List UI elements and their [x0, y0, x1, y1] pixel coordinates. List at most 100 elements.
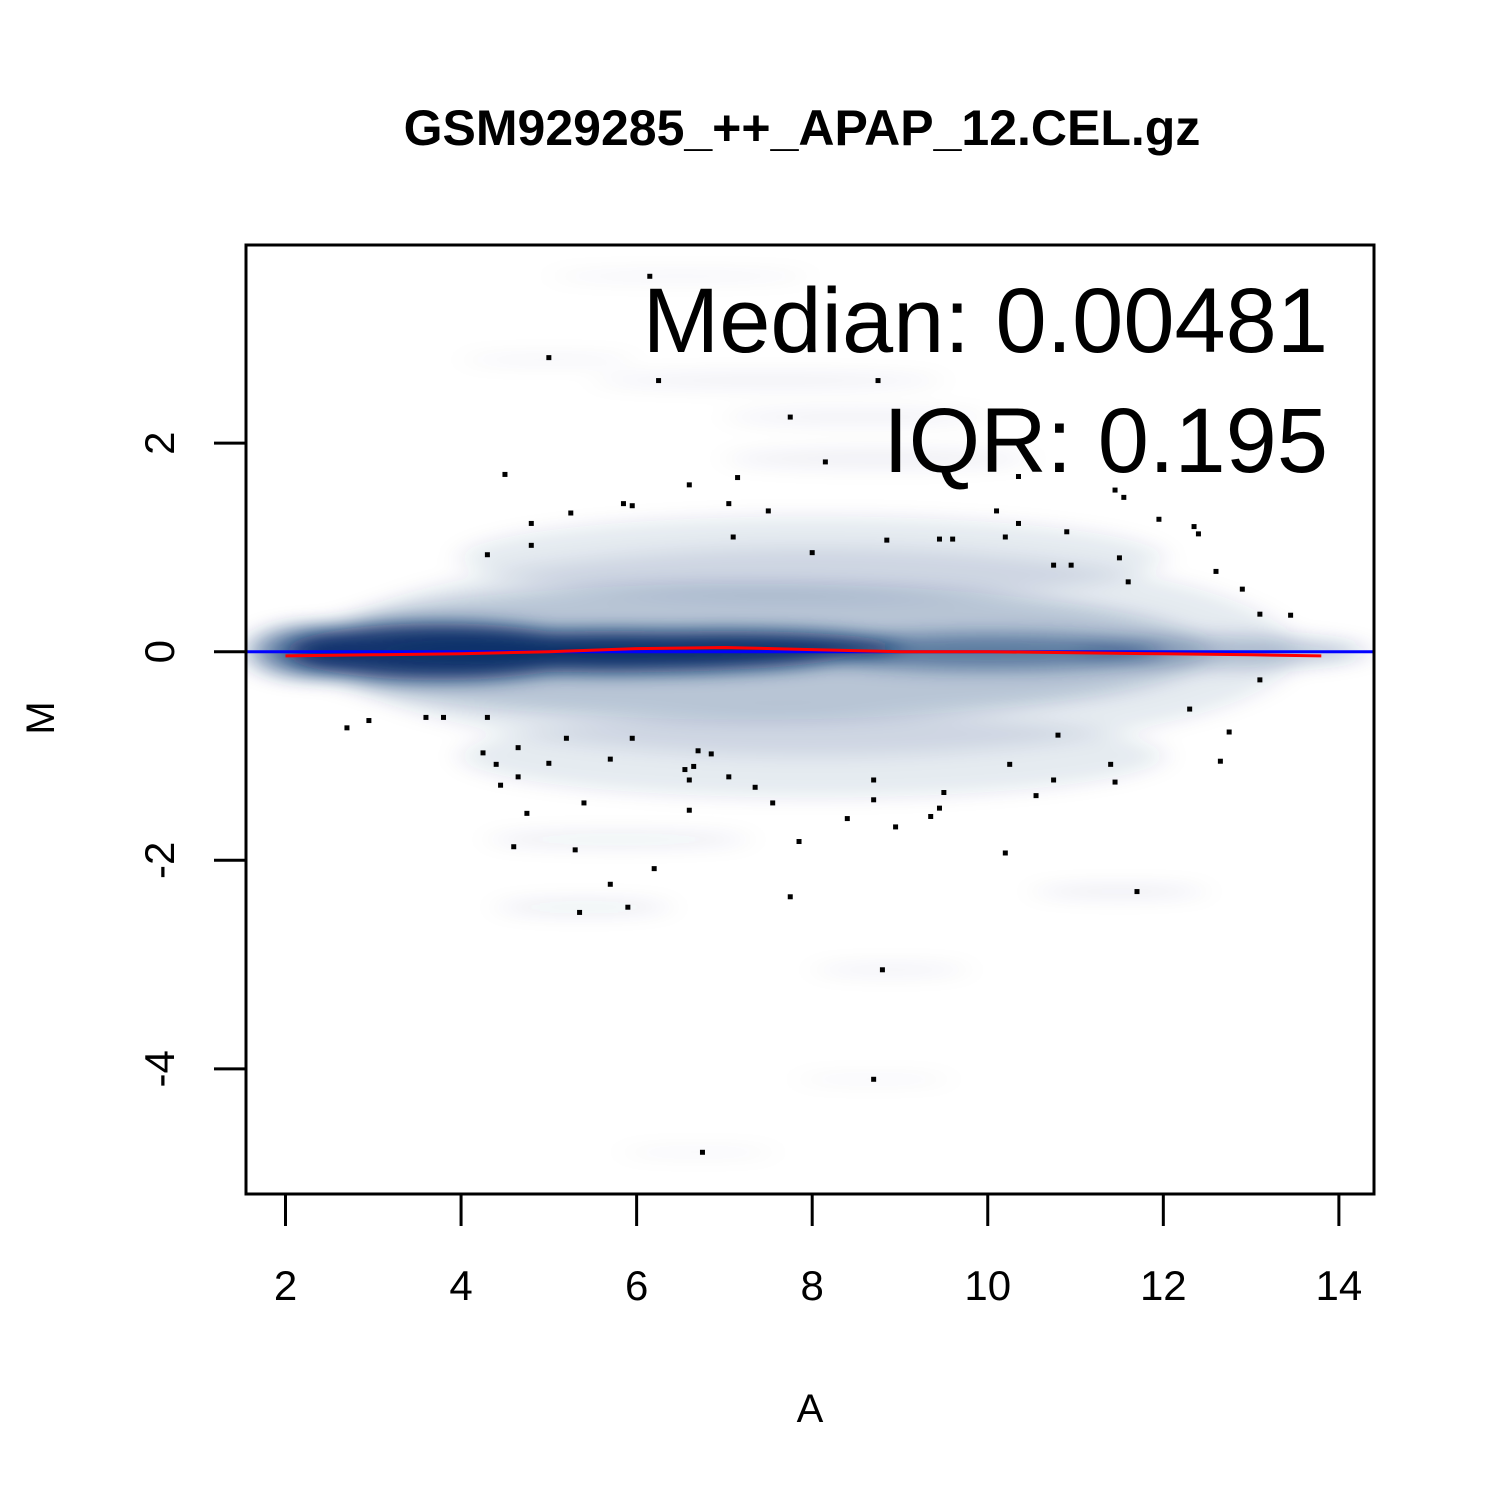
outlier-point: [699, 1149, 705, 1155]
outlier-point: [546, 355, 552, 361]
outlier-point: [1033, 793, 1039, 799]
outlier-point: [1288, 612, 1294, 618]
outlier-point: [480, 750, 486, 756]
outlier-point: [1112, 487, 1118, 493]
outlier-point: [647, 273, 653, 279]
loess-curve: [285, 645, 1322, 658]
outlier-point: [1112, 779, 1118, 785]
outlier-point: [572, 847, 578, 853]
outlier-point: [695, 748, 701, 754]
outlier-point: [928, 813, 934, 819]
outlier-point: [515, 745, 521, 751]
outlier-point: [691, 763, 697, 769]
x-tick-label: 8: [801, 1262, 824, 1309]
density-band: [592, 372, 944, 389]
outlier-point: [950, 536, 956, 542]
outlier-point: [879, 967, 885, 973]
iqr-annotation: IQR: 0.195: [883, 390, 1328, 492]
median-annotation: Median: 0.00481: [643, 270, 1328, 372]
outlier-point: [787, 414, 793, 420]
density-band: [724, 448, 1032, 470]
outlier-point: [441, 714, 447, 720]
outlier-point: [941, 790, 947, 795]
x-tick-label: 4: [449, 1262, 472, 1309]
outlier-point: [1108, 761, 1114, 767]
density-band: [724, 409, 988, 425]
outlier-point: [822, 459, 828, 465]
outlier-point: [1257, 677, 1263, 683]
outlier-point: [511, 844, 517, 850]
x-tick-label: 10: [964, 1262, 1011, 1309]
outlier-point: [1239, 586, 1245, 592]
outlier-point: [629, 503, 635, 509]
outlier-point: [1213, 568, 1219, 574]
outlier-point: [893, 824, 899, 830]
outlier-points: [344, 273, 1294, 1155]
y-tick-label: 2: [136, 431, 183, 454]
density-band: [487, 831, 751, 848]
outlier-point: [423, 714, 429, 720]
outlier-point: [607, 881, 613, 887]
outlier-point: [735, 475, 741, 481]
outlier-point: [936, 805, 942, 811]
outlier-point: [524, 810, 530, 816]
outlier-point: [752, 784, 758, 790]
x-axis-label: A: [797, 1387, 824, 1431]
outlier-point: [546, 760, 552, 766]
outlier-point: [686, 777, 692, 783]
outlier-point: [686, 482, 692, 488]
outlier-point: [1226, 729, 1232, 735]
outlier-point: [484, 552, 490, 558]
outlier-point: [1134, 889, 1140, 895]
outlier-point: [620, 501, 626, 507]
outlier-point: [796, 839, 802, 845]
outlier-point: [1007, 761, 1013, 767]
outlier-point: [607, 756, 613, 762]
outlier-point: [708, 751, 714, 757]
x-axis: 2 4 6 8 10 12 14: [274, 1192, 1362, 1309]
density-band: [548, 271, 813, 282]
outlier-point: [682, 767, 688, 773]
outlier-point: [1156, 516, 1162, 522]
outlier-point: [1187, 706, 1193, 712]
outlier-point: [1051, 562, 1057, 568]
outlier-point: [366, 718, 372, 724]
outlier-point: [871, 1076, 877, 1082]
outlier-point: [1121, 494, 1127, 500]
outlier-point: [809, 550, 815, 556]
outlier-point: [730, 534, 736, 540]
outlier-point: [629, 735, 635, 741]
outlier-point: [726, 774, 732, 780]
y-tick-label: -4: [136, 1050, 183, 1087]
outlier-point: [498, 782, 504, 788]
outlier-point: [1055, 732, 1061, 738]
density-band: [812, 963, 971, 977]
density-band: [496, 899, 672, 916]
outlier-point: [1195, 531, 1201, 537]
outlier-point: [884, 537, 890, 543]
outlier-point: [871, 797, 877, 803]
outlier-point: [1068, 562, 1074, 568]
outlier-point: [344, 725, 350, 731]
outlier-point: [528, 542, 534, 548]
outlier-point: [871, 777, 877, 783]
outlier-point: [577, 909, 583, 915]
outlier-point: [1015, 474, 1021, 480]
outlier-point: [1015, 520, 1021, 526]
y-axis: -4 -2 0 2: [136, 431, 248, 1088]
outlier-point: [493, 761, 499, 767]
outlier-point: [625, 904, 631, 910]
outlier-point: [844, 816, 850, 822]
outlier-point: [651, 866, 657, 872]
outlier-point: [936, 536, 942, 542]
outlier-point: [686, 807, 692, 813]
outlier-point: [1125, 579, 1131, 585]
x-tick-label: 2: [274, 1262, 297, 1309]
outlier-point: [770, 800, 776, 806]
outlier-point: [1116, 555, 1122, 561]
outlier-point: [484, 714, 490, 720]
y-axis-label: M: [19, 701, 63, 734]
outlier-point: [1002, 850, 1008, 856]
loess-line: [285, 645, 1322, 658]
